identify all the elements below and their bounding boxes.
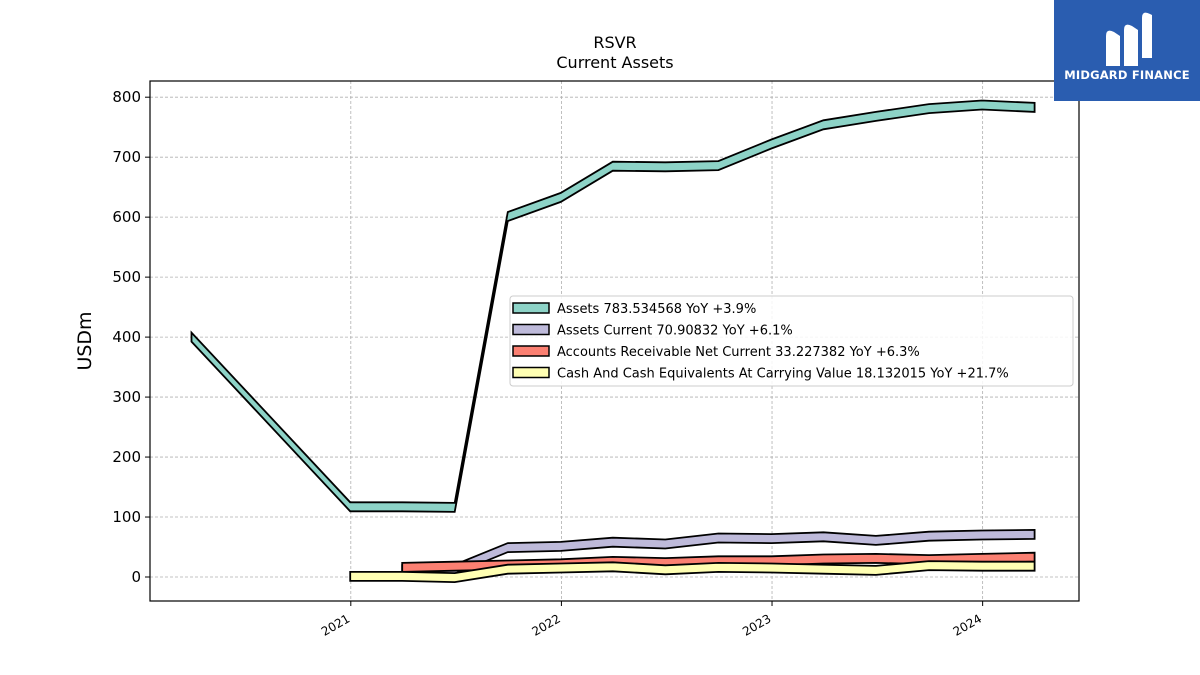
y-tick-label: 600 — [112, 208, 141, 226]
series-band-1 — [401, 528, 1036, 576]
y-tick-label: 500 — [112, 268, 141, 286]
y-tick-label: 100 — [112, 508, 141, 526]
legend-label-3: Cash And Cash Equivalents At Carrying Va… — [557, 367, 1009, 382]
legend-label-2: Accounts Receivable Net Current 33.22738… — [557, 345, 920, 360]
y-tick-label: 400 — [112, 328, 141, 346]
x-tick-label: 2021 — [319, 611, 352, 638]
y-tick-label: 800 — [112, 88, 141, 106]
legend-label-0: Assets 783.534568 YoY +3.9% — [557, 302, 756, 317]
series-band-0 — [190, 99, 1036, 513]
legend-label-1: Assets Current 70.90832 YoY +6.1% — [557, 324, 793, 339]
legend-swatch-2 — [512, 345, 550, 357]
x-tick-label: 2022 — [529, 611, 562, 638]
legend-swatch-0 — [512, 302, 550, 314]
midgard-finance-logo: MIDGARD FINANCE — [1054, 0, 1200, 101]
y-tick-label: 0 — [131, 568, 141, 586]
midgard-m-logo-icon — [1106, 12, 1152, 67]
y-tick-label: 200 — [112, 448, 141, 466]
legend-swatch-1 — [512, 323, 550, 336]
chart-title: RSVR — [593, 33, 636, 52]
y-axis-label: USDm — [74, 311, 96, 370]
legend-swatch-3 — [512, 366, 550, 379]
legend-box — [509, 295, 1074, 387]
chart-subtitle: Current Assets — [556, 53, 673, 72]
series-band-3 — [349, 560, 1036, 584]
logo-text: MIDGARD FINANCE — [1064, 68, 1190, 82]
plot-frame — [149, 80, 1080, 602]
y-tick-label: 300 — [112, 388, 141, 406]
x-tick-label: 2023 — [740, 611, 773, 638]
legend: Assets 783.534568 YoY +3.9% Assets Curren… — [509, 295, 1074, 387]
x-tick-label: 2024 — [951, 611, 984, 638]
series-areas — [190, 99, 1036, 584]
y-tick-label: 700 — [112, 148, 141, 166]
